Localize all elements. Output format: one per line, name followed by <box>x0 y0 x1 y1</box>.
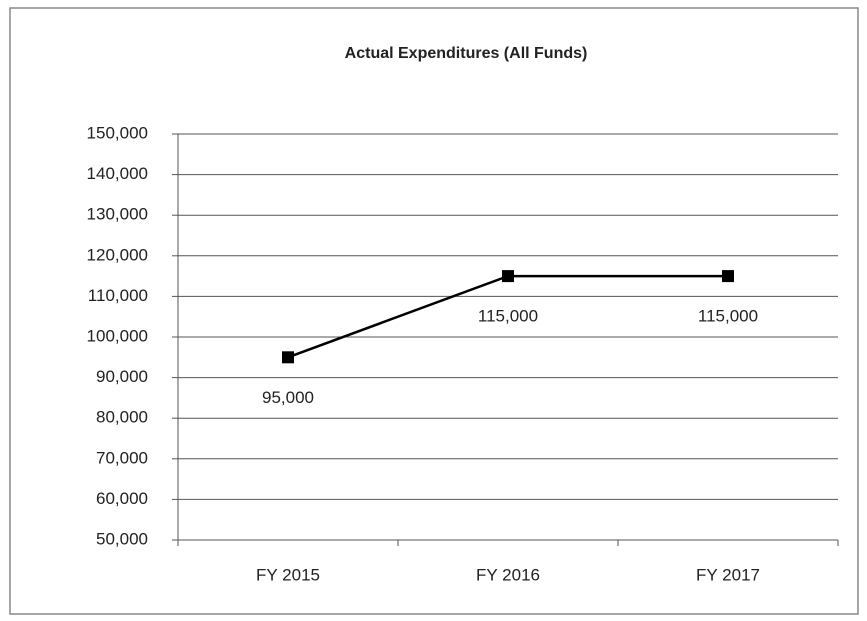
data-label: 115,000 <box>698 307 758 326</box>
y-tick-label: 140,000 <box>87 164 148 183</box>
y-tick-label: 120,000 <box>87 245 148 264</box>
y-tick-label: 90,000 <box>96 367 148 386</box>
data-label: 95,000 <box>262 388 314 407</box>
x-tick-label: FY 2016 <box>476 565 540 584</box>
y-tick-label: 50,000 <box>96 529 148 548</box>
y-tick-label: 130,000 <box>87 205 148 224</box>
data-point <box>722 270 734 283</box>
y-tick-label: 110,000 <box>88 286 148 305</box>
data-point <box>502 270 514 283</box>
y-tick-label: 100,000 <box>87 326 148 345</box>
x-tick-label: FY 2015 <box>256 565 320 584</box>
data-label: 115,000 <box>478 307 538 326</box>
chart-title: Actual Expenditures (All Funds) <box>345 45 588 62</box>
x-tick-label: FY 2017 <box>696 565 760 584</box>
y-tick-label: 60,000 <box>96 489 148 508</box>
data-point <box>282 351 294 364</box>
y-tick-label: 150,000 <box>87 123 148 142</box>
y-tick-label: 70,000 <box>96 448 148 467</box>
chart-frame <box>9 7 859 615</box>
y-tick-label: 80,000 <box>96 408 148 427</box>
